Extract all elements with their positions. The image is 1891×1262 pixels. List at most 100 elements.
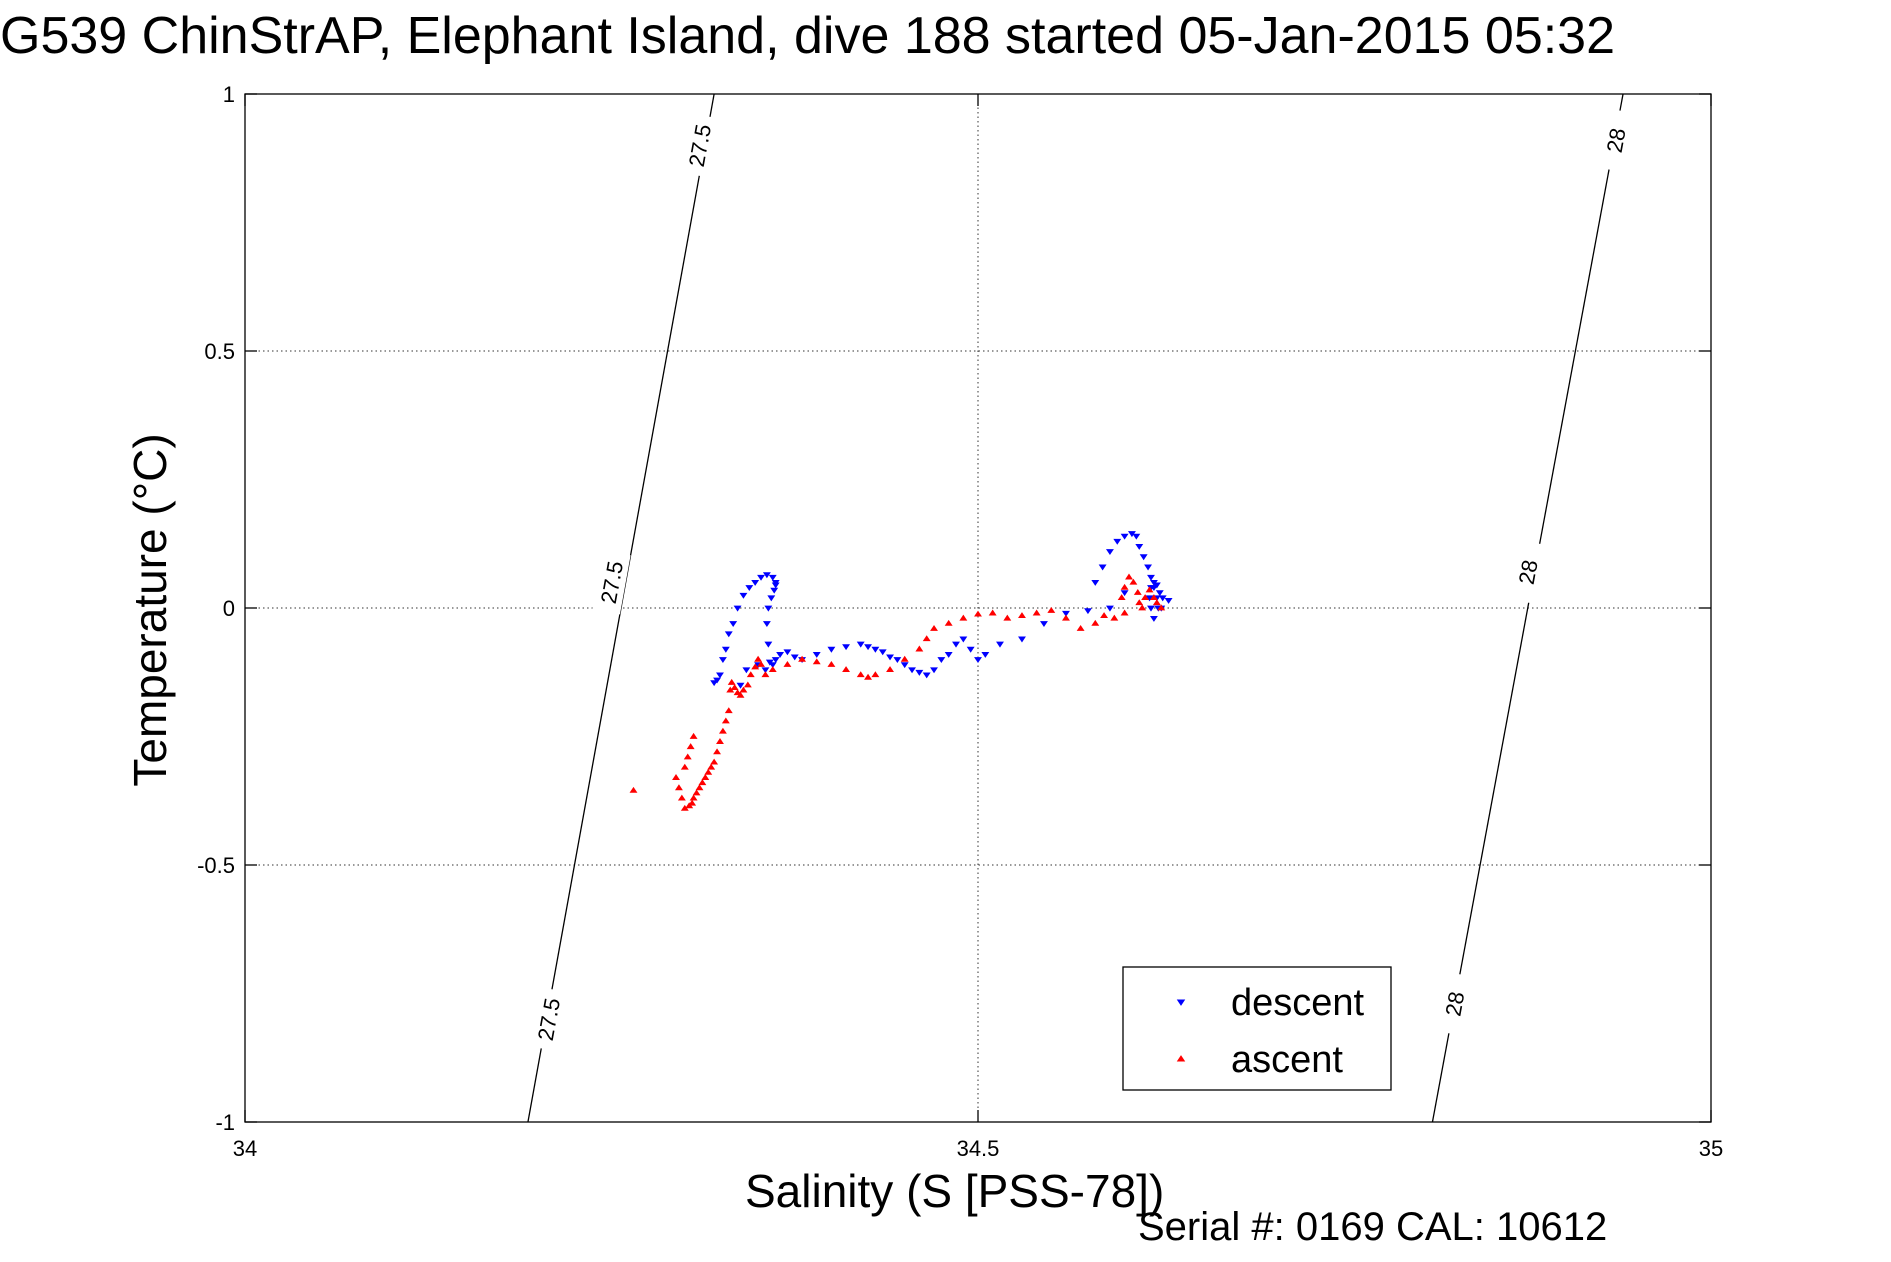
descent-point [930,667,938,674]
ascent-point [1076,624,1085,631]
ascent-point [707,763,716,770]
descent-point [981,651,990,658]
descent-point [765,659,774,666]
descent-point [952,641,960,648]
serial-calibration-note: Serial #: 0169 CAL: 10612 [1138,1205,1608,1249]
axes: 34 34.5 35 1 0.5 0 -0.5 -1 [197,82,1723,1161]
legend-label-ascent: ascent [1231,1039,1343,1081]
ascent-point [930,624,938,631]
x-tick-label: 35 [1699,1136,1723,1161]
y-tick-label: -1 [215,1110,235,1135]
descent-point [1155,590,1164,597]
descent-point [770,587,779,594]
ascent-point [1018,612,1026,619]
ascent-point [751,663,760,670]
descent-point [751,579,760,586]
ascent-point [1091,619,1100,626]
data-series [629,531,1173,811]
descent-point [1158,595,1167,602]
descent-point [1062,610,1070,617]
descent-point [1144,564,1153,571]
ascent-point [672,774,680,780]
descent-point [871,646,880,653]
descent-point [710,680,719,687]
descent-point [886,654,894,661]
descent-point [762,621,771,628]
descent-point [1135,544,1144,550]
descent-point [1105,549,1114,556]
descent-point [745,585,754,592]
y-axis-label: Temperature (°C) [124,433,176,787]
ascent-point [1032,609,1041,616]
x-tick-label: 34 [233,1136,257,1161]
ascent-point [716,738,724,744]
descent-point [1152,582,1161,589]
contour-label-bg [1508,539,1547,605]
legend: descent ascent [1122,966,1392,1091]
ascent-point [959,614,968,621]
descent-point [1147,574,1155,581]
grid-lines [245,94,1711,1122]
descent-point [864,644,872,651]
ascent-point [743,681,752,688]
ascent-point [1120,609,1129,616]
ascent-point [1145,586,1154,593]
ascent-point [1138,604,1147,611]
ascent-point [721,717,730,724]
descent-point [790,654,799,661]
ascent-point [754,655,763,662]
descent-point [1120,533,1129,540]
descent-point [1139,554,1148,561]
descent-point [1084,608,1092,615]
descent-point [922,672,931,679]
ascent-point [710,758,719,765]
descent-point [1120,590,1129,597]
descent-point [729,621,738,628]
descent-point [768,574,777,581]
ascent-point [1141,594,1150,601]
descent-point [900,662,909,669]
descent-point [783,649,792,656]
descent-point [827,646,836,653]
ascent-point [827,660,836,667]
ascent-point [683,753,692,760]
descent-point [716,672,724,679]
ascent-point [704,768,713,775]
ascent-point [688,799,697,806]
ascent-point [674,784,683,791]
legend-label-descent: descent [1231,982,1365,1024]
ascent-point [900,655,909,662]
descent-point [856,641,865,648]
x-axis-label: Salinity (S [PSS-78]) [745,1165,1165,1217]
descent-point [1113,538,1122,545]
descent-point [1149,615,1158,622]
y-tick-label: 0.5 [204,339,235,364]
ascent-point [713,748,721,755]
descent-point [1040,621,1048,628]
descent-point [776,651,785,658]
ascent-point [1120,583,1129,590]
ascent-point [1129,578,1138,585]
descent-point [937,657,946,664]
descent-point [736,682,745,689]
descent-point [1018,636,1026,643]
contour-label-bg [1596,108,1635,173]
descent-point [1132,533,1141,540]
ascent-point [944,619,953,626]
ascent-point [871,671,880,678]
descent-point [733,605,742,612]
ascent-point [922,635,931,642]
descent-point [764,605,773,612]
ascent-point [730,684,739,690]
ascent-point [1003,614,1012,621]
descent-point [764,641,773,648]
ascent-point [726,686,735,693]
ascent-point [1152,599,1161,606]
contour-label-bg [1435,971,1474,1036]
contour-label: 28 [1514,558,1543,587]
ascent-point [812,658,821,665]
ascent-point [988,609,997,616]
descent-point [768,662,777,669]
contour-label-bg [529,987,568,1052]
ascent-point [692,789,701,796]
